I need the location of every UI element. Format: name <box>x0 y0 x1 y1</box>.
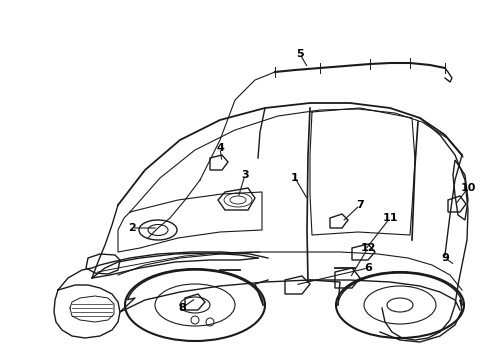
Text: 3: 3 <box>241 170 248 180</box>
Text: 6: 6 <box>364 263 371 273</box>
Text: 2: 2 <box>128 223 136 233</box>
Text: 11: 11 <box>382 213 397 223</box>
Text: 4: 4 <box>216 143 224 153</box>
Text: 5: 5 <box>296 49 303 59</box>
Text: 7: 7 <box>355 200 363 210</box>
Text: 8: 8 <box>178 303 185 313</box>
Text: 10: 10 <box>459 183 475 193</box>
Text: 9: 9 <box>440 253 448 263</box>
Text: 12: 12 <box>360 243 375 253</box>
Text: 1: 1 <box>290 173 298 183</box>
